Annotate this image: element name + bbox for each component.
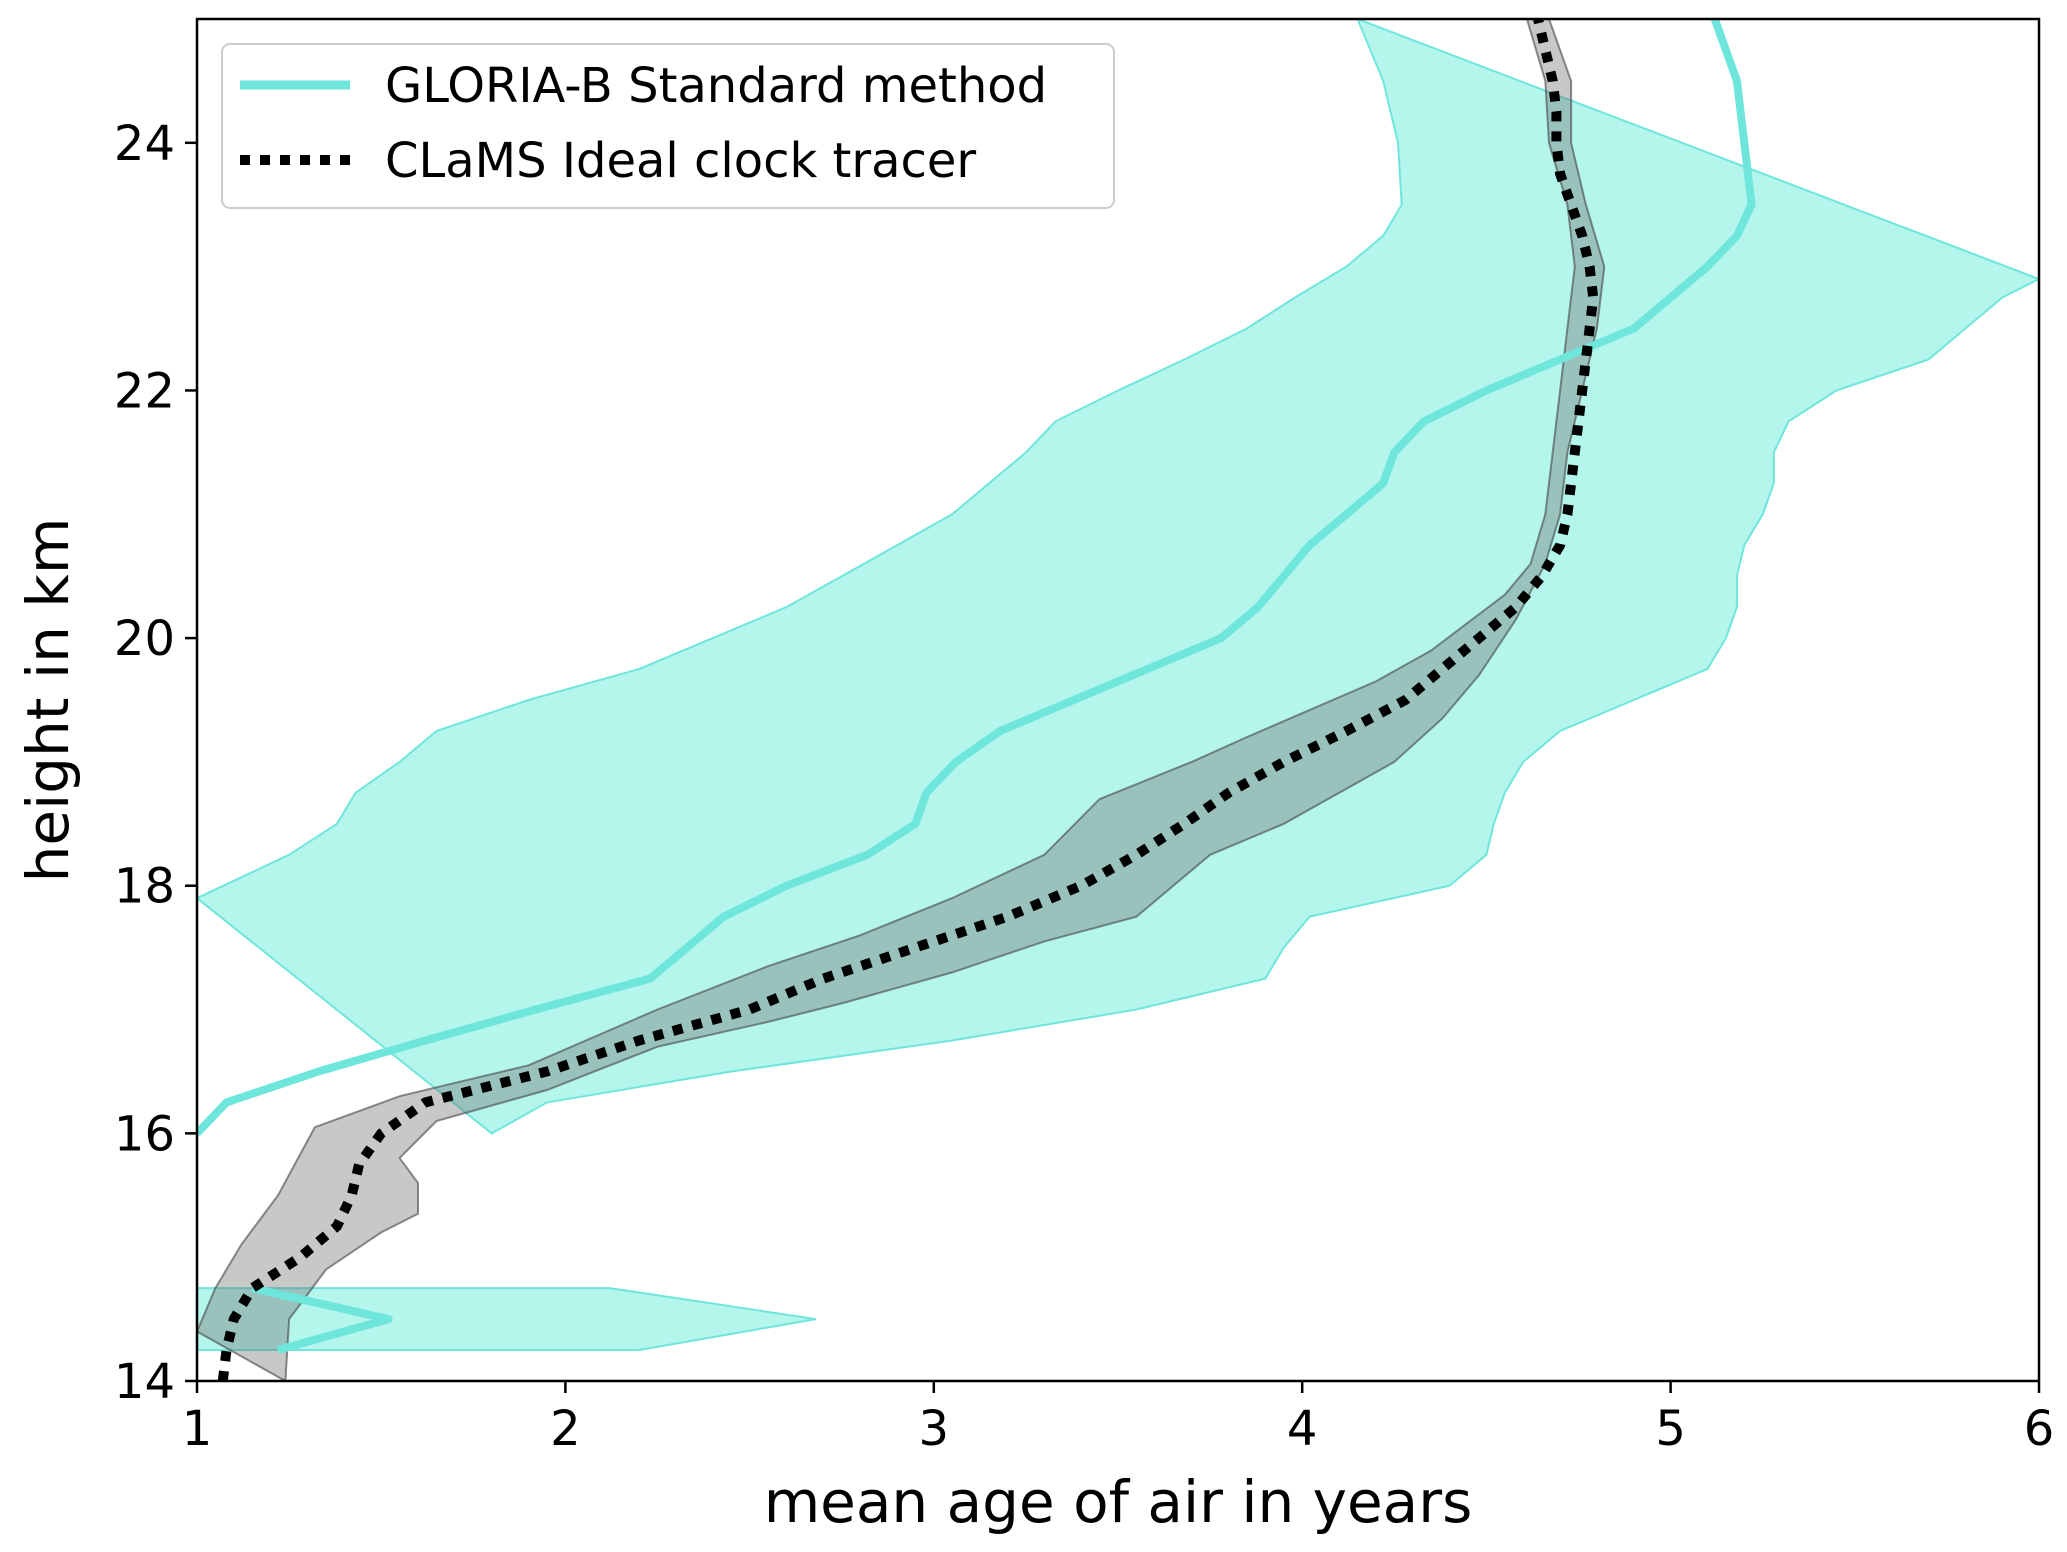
- x-tick-label: 4: [1287, 1401, 1318, 1457]
- legend-label-gloria: GLORIA-B Standard method: [385, 58, 1047, 114]
- x-axis: 1 2 3 4 5 6: [182, 1381, 2055, 1457]
- x-tick-label: 5: [1655, 1401, 1686, 1457]
- y-axis-label: height in km: [14, 518, 82, 883]
- gloria-series-line: [197, 19, 1756, 1137]
- plot-frame: [195, 17, 2041, 1383]
- y-tick-label: 20: [114, 611, 175, 667]
- y-tick-label: 18: [114, 859, 175, 915]
- legend-box: [221, 43, 1115, 209]
- clams-uncertainty-band: [197, 19, 1606, 1381]
- y-tick-label: 16: [114, 1106, 175, 1162]
- gloria-uncertainty-band: [197, 19, 2039, 1135]
- x-tick-label: 3: [919, 1401, 950, 1457]
- gloria-uncertainty-band-low: [197, 1287, 817, 1351]
- x-tick-label: 6: [2024, 1401, 2055, 1457]
- y-tick-label: 24: [114, 116, 175, 172]
- plot-area: [197, 19, 2039, 1381]
- clams-series-line: [217, 19, 1599, 1381]
- y-axis: 14 16 18 20 22 24: [114, 116, 197, 1410]
- gloria-series-line-low: [251, 1284, 393, 1354]
- legend: GLORIA-B Standard method CLaMS Ideal clo…: [221, 43, 1115, 209]
- x-axis-label: mean age of air in years: [764, 1468, 1473, 1536]
- x-tick-label: 1: [182, 1401, 213, 1457]
- x-tick-label: 2: [550, 1401, 581, 1457]
- y-tick-label: 14: [114, 1354, 175, 1410]
- legend-label-clams: CLaMS Ideal clock tracer: [385, 133, 976, 189]
- y-tick-label: 22: [114, 363, 175, 419]
